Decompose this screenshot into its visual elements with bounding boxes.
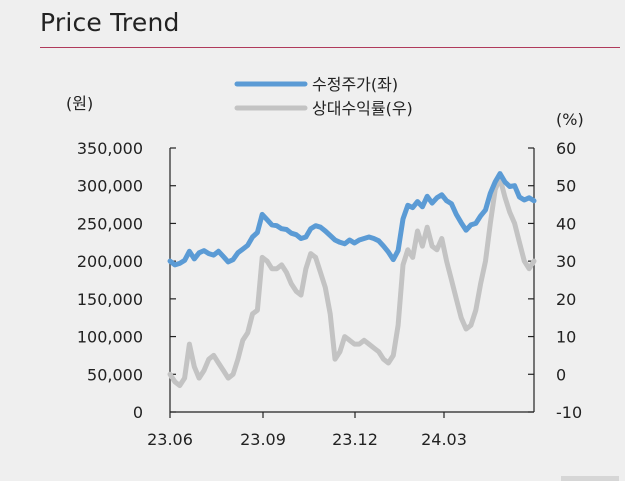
left-tick-label: 50,000 <box>87 365 143 384</box>
left-tick-label: 300,000 <box>77 177 143 196</box>
x-tick-label: 24.03 <box>421 430 467 449</box>
title-divider <box>40 47 620 48</box>
left-tick-label: 100,000 <box>77 328 143 347</box>
right-tick-label: 60 <box>556 139 576 158</box>
right-axis-ticks: -10 0 10 20 30 40 50 60 <box>528 139 582 422</box>
corner-decoration <box>561 476 619 481</box>
legend: 수정주가(좌) 상대수익률(우) <box>234 75 413 118</box>
left-tick-label: 250,000 <box>77 214 143 233</box>
x-tick-label: 23.12 <box>332 430 378 449</box>
legend-label-price: 수정주가(좌) <box>312 75 398 94</box>
right-tick-label: 10 <box>556 328 576 347</box>
right-tick-label: 40 <box>556 214 576 233</box>
left-axis-ticks: 0 50,000 100,000 150,000 200,000 250,000 300,0… <box>77 139 176 422</box>
legend-label-relative: 상대수익률(우) <box>312 99 413 118</box>
left-tick-label: 350,000 <box>77 139 143 158</box>
left-axis-unit: (원) <box>66 94 93 113</box>
x-tick-label: 23.09 <box>240 430 286 449</box>
left-tick-label: 150,000 <box>77 290 143 309</box>
left-tick-label: 0 <box>133 403 143 422</box>
right-tick-label: 50 <box>556 177 576 196</box>
right-axis-unit: (%) <box>556 110 584 129</box>
right-tick-label: -10 <box>556 403 582 422</box>
right-tick-label: 30 <box>556 252 576 271</box>
chart-title: Price Trend <box>40 8 180 37</box>
right-tick-label: 0 <box>556 365 566 384</box>
series-layer <box>167 171 537 389</box>
x-tick-label: 23.06 <box>147 430 193 449</box>
left-tick-label: 200,000 <box>77 252 143 271</box>
series-line-relative <box>167 175 537 389</box>
x-axis-ticks: 23.06 23.09 23.12 24.03 <box>147 412 467 449</box>
right-tick-label: 20 <box>556 290 576 309</box>
series-line-price <box>167 171 537 268</box>
